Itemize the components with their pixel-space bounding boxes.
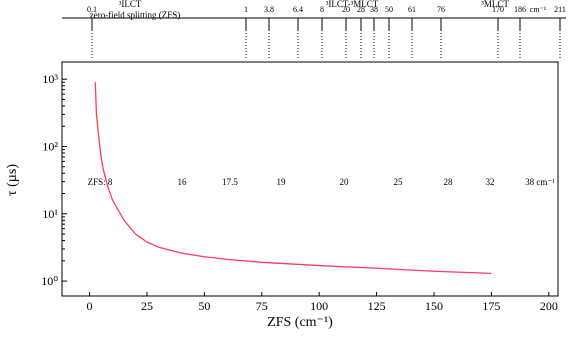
top-label: 76 (437, 5, 445, 14)
top-label: 50 (385, 5, 393, 14)
top-label: 186 (514, 5, 526, 14)
top-label: 0.1 (87, 5, 97, 14)
x-tick-label: 175 (482, 299, 500, 313)
region-label: ³ILCT-³MLCT (326, 0, 379, 9)
top-label: cm⁻¹ (530, 5, 547, 14)
region-label: zero-field splitting (ZFS) (90, 10, 180, 20)
y-tick-label: 10⁰ (41, 274, 58, 288)
top-label: 3.8 (264, 5, 274, 14)
top-label: 170 (492, 5, 504, 14)
x-axis-label: ZFS (cm⁻¹) (267, 315, 333, 330)
region-label: ³ILCT (119, 0, 142, 9)
region-label: ³MLCT (481, 0, 509, 9)
compound-label: 32 (486, 177, 495, 187)
x-tick-label: 125 (368, 299, 386, 313)
x-tick-label: 25 (141, 299, 153, 313)
compound-label: 19 (277, 177, 287, 187)
top-label: 211 (554, 5, 566, 14)
compound-label: 28 (444, 177, 454, 187)
y-tick-label: 10² (42, 139, 58, 153)
curve (94, 82, 492, 275)
compound-label: ZFS: 8 (88, 177, 113, 187)
x-tick-label: 0 (87, 299, 93, 313)
x-tick-label: 50 (198, 299, 210, 313)
top-label: 8 (320, 5, 324, 14)
compound-label: 16 (178, 177, 188, 187)
plot-frame (61, 61, 559, 297)
top-label: 1 (244, 5, 248, 14)
x-tick-label: 75 (256, 299, 268, 313)
compound-label: 38 cm⁻¹ (525, 177, 555, 187)
compound-label: 20 (340, 177, 350, 187)
top-label: 38 (370, 5, 378, 14)
top-label: 20 (342, 5, 350, 14)
x-tick-label: 200 (540, 299, 558, 313)
compound-label: 17.5 (222, 177, 238, 187)
top-label: 6.4 (293, 5, 303, 14)
top-label: 28 (357, 5, 365, 14)
x-tick-label: 100 (310, 299, 328, 313)
compound-label: 25 (394, 177, 404, 187)
x-tick-label: 150 (425, 299, 443, 313)
y-tick-label: 10¹ (42, 207, 58, 221)
top-label: 61 (408, 5, 416, 14)
y-tick-label: 10³ (42, 72, 58, 86)
y-axis-label: τ (µs) (5, 164, 20, 196)
